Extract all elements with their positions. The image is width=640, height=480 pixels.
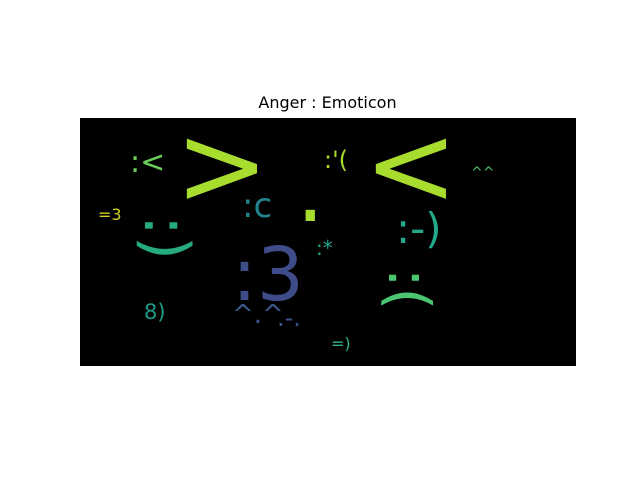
word-colon-lt: :< <box>130 145 166 180</box>
word-eq-paren: =) <box>331 334 351 353</box>
word-dot-dash-dot: .-. <box>277 304 301 332</box>
word-colon-apos-paren: :'( <box>324 146 349 174</box>
word-dot: . <box>296 138 325 243</box>
word-colon-star: :* <box>316 236 333 260</box>
word-eight-paren: 8) <box>144 300 166 324</box>
word-colon-three: :3 <box>232 232 305 318</box>
word-cloud-panel: > < :< :'( ^^ =3 :c . :-) :) :3 :* :( 8)… <box>80 118 576 366</box>
word-gt: > <box>175 118 269 231</box>
word-eq-three: =3 <box>98 205 122 224</box>
word-caret-dot-caret: ^.^ <box>232 300 284 330</box>
chart-title: Anger : Emoticon <box>258 93 397 112</box>
word-caret-caret: ^^ <box>471 165 495 181</box>
word-colon-paren: :) <box>130 215 203 261</box>
word-colon-c: :c <box>242 186 273 226</box>
word-lt: < <box>364 118 458 231</box>
word-colon-open-paren: :( <box>375 268 443 311</box>
word-colon-dash-paren: :-) <box>396 204 442 253</box>
